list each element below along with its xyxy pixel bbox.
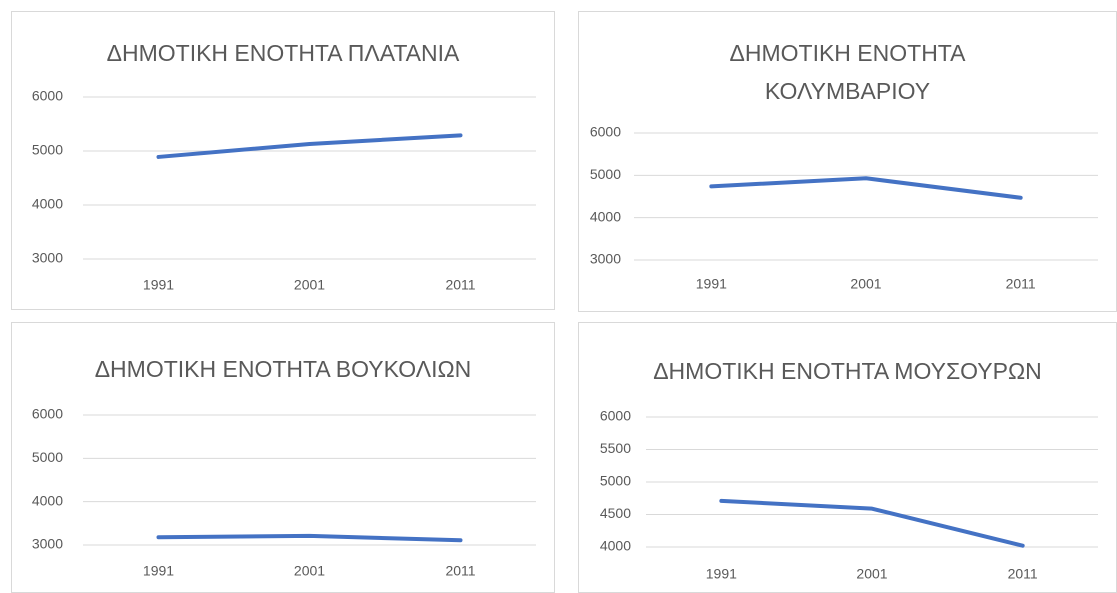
x-tick-label: 2001 — [856, 566, 887, 582]
chart-panel: 3000 4000 5000 6000 1991 2001 2011 ΔΗΜΟΤΙΚΗ ΕΝΟ… — [11, 322, 555, 593]
chart-title: ΔΗΜΟΤΙΚΗ ΕΝΟΤΗΤΑ ΜΟΥΣΟΥΡΩΝ — [653, 358, 1042, 384]
y-tick-label: 5500 — [600, 440, 631, 456]
data-line — [156, 133, 463, 159]
y-tick-label: 3000 — [590, 251, 621, 267]
y-tick-label: 4000 — [600, 538, 631, 554]
chart: 3000 4000 5000 6000 1991 2001 2011 — [32, 406, 536, 579]
chart: 3000 4000 5000 6000 1991 2001 2011 — [590, 124, 1098, 292]
y-tick-label: 6000 — [600, 408, 631, 424]
y-tick-label: 3000 — [32, 536, 63, 552]
y-tick-label: 5000 — [32, 142, 63, 158]
data-line — [719, 498, 1025, 548]
y-tick-label: 4000 — [32, 196, 63, 212]
x-tick-label: 2001 — [294, 563, 325, 579]
chart-title: ΔΗΜΟΤΙΚΗ ΕΝΟΤΗΤΑ ΒΟΥΚΟΛΙΩΝ — [94, 356, 472, 382]
x-tick-label: 1991 — [143, 563, 174, 579]
chart-title: ΔΗΜΟΤΙΚΗ ΕΝΟΤΗΤΑ ΠΛΑΤΑΝΙΑ — [106, 40, 460, 66]
chart-panel: 4000 4500 5000 5500 6000 1991 2001 2011 ΔΗΜΟΤΙΚΗ… — [578, 322, 1117, 593]
chart-title: ΔΗΜΟΤΙΚΗ ΕΝΟΤΗΤΑ ΚΟΛΥΜΒΑΡΙΟΥ — [729, 40, 966, 104]
x-tick-label: 1991 — [706, 566, 737, 582]
x-tick-label: 2001 — [850, 276, 881, 292]
chart: 3000 4000 5000 6000 1991 2001 2011 — [32, 88, 536, 293]
x-tick-label: 1991 — [696, 276, 727, 292]
y-tick-label: 4000 — [32, 492, 63, 508]
y-tick-label: 4000 — [590, 208, 621, 224]
x-tick-label: 2001 — [294, 277, 325, 293]
chart-panel: 3000 4000 5000 6000 1991 2001 2011 ΔΗΜΟΤΙΚΗ ΕΝΟ… — [578, 11, 1117, 312]
data-line — [709, 176, 1023, 200]
y-tick-label: 3000 — [32, 250, 63, 266]
y-tick-label: 6000 — [590, 124, 621, 140]
chart: 4000 4500 5000 5500 6000 1991 2001 2011 — [600, 408, 1098, 582]
y-tick-label: 5000 — [590, 166, 621, 182]
chart-panel: 3000 4000 5000 6000 1991 2001 2011 ΔΗΜΟΤΙΚΗ ΕΝΟ… — [11, 11, 555, 310]
y-tick-label: 6000 — [32, 88, 63, 104]
y-tick-label: 5000 — [600, 473, 631, 489]
x-tick-label: 2011 — [445, 277, 475, 293]
y-tick-label: 4500 — [600, 505, 631, 521]
data-line — [156, 533, 463, 543]
x-tick-label: 1991 — [143, 277, 174, 293]
x-tick-label: 2011 — [445, 563, 475, 579]
x-tick-label: 2011 — [1006, 276, 1036, 292]
x-tick-label: 2011 — [1008, 566, 1038, 582]
y-tick-label: 6000 — [32, 406, 63, 422]
y-tick-label: 5000 — [32, 449, 63, 465]
